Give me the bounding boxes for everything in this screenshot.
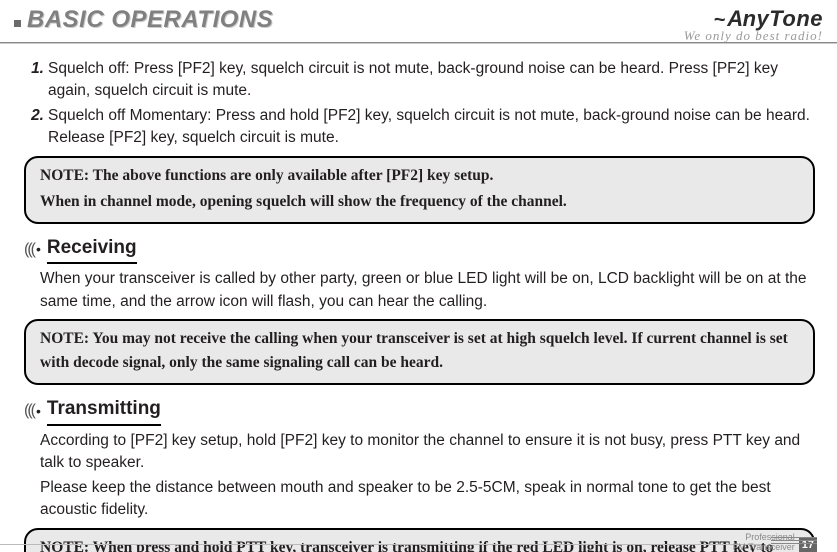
paragraph: According to [PF2] key setup, hold [PF2]… xyxy=(40,430,817,475)
page-root: BASIC OPERATIONS ~ A nyTone We only do b… xyxy=(0,6,837,552)
page-title: BASIC OPERATIONS xyxy=(27,6,273,34)
antenna-icon: • xyxy=(36,239,41,259)
content: 1. Squelch off: Press [PF2] key, squelch… xyxy=(0,48,837,552)
radio-waves-icon: ((( xyxy=(24,238,34,261)
note-line: When in channel mode, opening squelch wi… xyxy=(40,190,799,214)
note-line: NOTE: You may not receive the calling wh… xyxy=(40,327,799,375)
paragraph: When your transceiver is called by other… xyxy=(40,268,817,313)
header-bar: BASIC OPERATIONS ~ A nyTone We only do b… xyxy=(0,6,837,48)
section-title: Receiving xyxy=(47,234,137,265)
radio-waves-icon: ((( xyxy=(24,399,34,422)
list-text: Squelch off Momentary: Press and hold [P… xyxy=(48,105,817,150)
list-number: 1. xyxy=(22,58,48,103)
footer-inner: Professional FM Transceiver 17 xyxy=(733,533,817,552)
bullet-icon xyxy=(14,20,21,27)
footer-rule xyxy=(0,544,761,545)
paragraph: Please keep the distance between mouth a… xyxy=(40,477,817,522)
footer: Professional FM Transceiver 17 xyxy=(0,528,827,552)
brand: ~ A nyTone We only do best radio! xyxy=(684,6,823,44)
list-number: 2. xyxy=(22,105,48,150)
list-item: 2. Squelch off Momentary: Press and hold… xyxy=(22,105,817,150)
note-line: NOTE: The above functions are only avail… xyxy=(40,164,799,188)
note-box: NOTE: The above functions are only avail… xyxy=(24,156,815,224)
footer-lines-icon xyxy=(771,535,817,544)
section-head-receiving: ((( • Receiving xyxy=(24,234,817,265)
note-box: NOTE: You may not receive the calling wh… xyxy=(24,319,815,385)
list-item: 1. Squelch off: Press [PF2] key, squelch… xyxy=(22,58,817,103)
section-title: Transmitting xyxy=(47,395,161,426)
header-rule xyxy=(0,40,837,44)
list-text: Squelch off: Press [PF2] key, squelch ci… xyxy=(48,58,817,103)
section-head-transmitting: ((( • Transmitting xyxy=(24,395,817,426)
antenna-icon: • xyxy=(36,401,41,421)
